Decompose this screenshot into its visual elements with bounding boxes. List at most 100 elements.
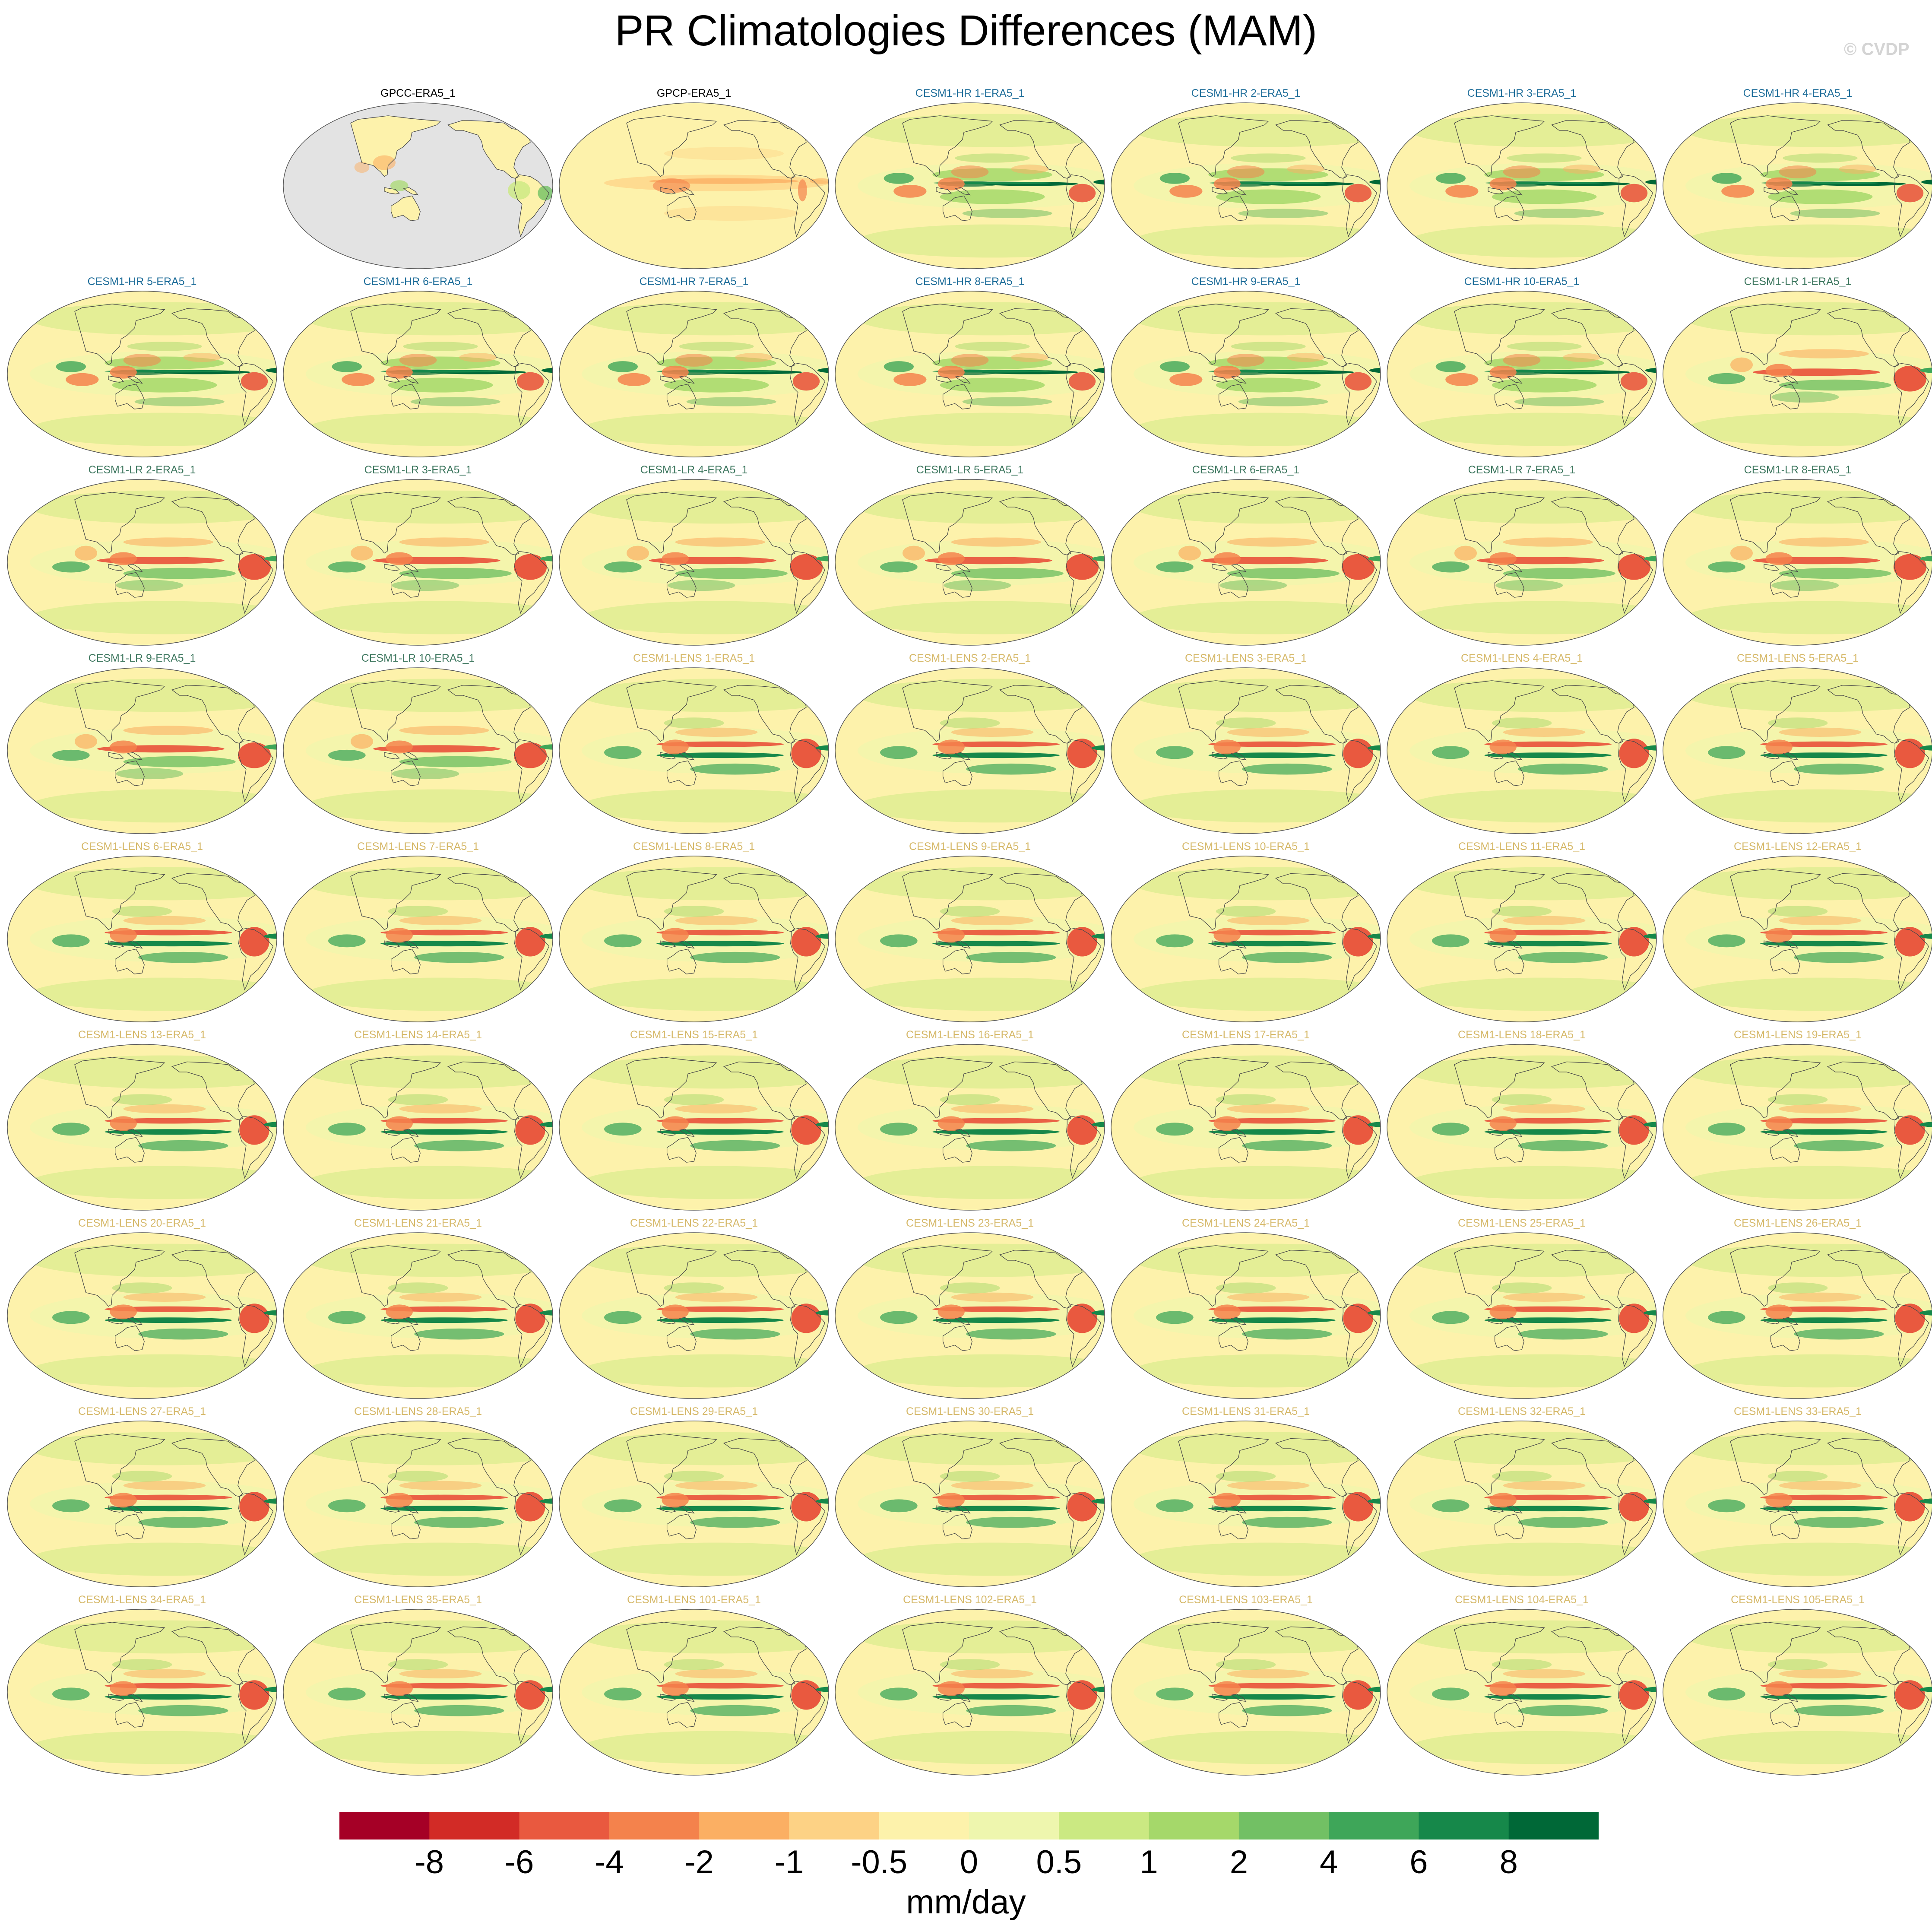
colorbar-segment [1419, 1812, 1509, 1840]
panel-title: CESM1-LR 6-ERA5_1 [1192, 464, 1300, 476]
colorbar-tick-label: -4 [595, 1844, 624, 1881]
panel-title: CESM1-LR 1-ERA5_1 [1744, 276, 1852, 288]
map-panel: CESM1-LENS 34-ERA5_1 [6, 1594, 278, 1776]
panel-title: CESM1-LENS 21-ERA5_1 [354, 1217, 482, 1229]
map-panel: CESM1-LENS 24-ERA5_1 [1110, 1217, 1382, 1399]
map-panel: CESM1-LENS 13-ERA5_1 [6, 1029, 278, 1211]
map-panel: CESM1-LENS 10-ERA5_1 [1110, 840, 1382, 1022]
panel-title: CESM1-LENS 31-ERA5_1 [1182, 1405, 1310, 1418]
colorbar-tick-label: 4 [1320, 1844, 1338, 1881]
panel-title: GPCC-ERA5_1 [380, 87, 456, 99]
colorbar-units-label: mm/day [906, 1883, 1026, 1921]
map-panel: CESM1-HR 5-ERA5_1 [6, 276, 278, 457]
map-projection [1663, 667, 1932, 834]
map-panel: CESM1-LENS 1-ERA5_1 [558, 652, 830, 834]
map-projection [7, 1609, 277, 1776]
map-panel: CESM1-HR 10-ERA5_1 [1386, 276, 1658, 457]
panel-title: CESM1-HR 9-ERA5_1 [1191, 276, 1301, 288]
panel-title: CESM1-LENS 4-ERA5_1 [1460, 652, 1583, 664]
map-panel: CESM1-LENS 26-ERA5_1 [1662, 1217, 1932, 1399]
panel-title: CESM1-LENS 6-ERA5_1 [81, 840, 203, 853]
map-panel: CESM1-LENS 28-ERA5_1 [282, 1405, 554, 1587]
map-projection [835, 102, 1105, 269]
map-panel: CESM1-LENS 4-ERA5_1 [1386, 652, 1658, 834]
map-projection [1111, 291, 1381, 457]
panel-title: CESM1-LENS 10-ERA5_1 [1182, 840, 1310, 853]
map-projection [7, 1421, 277, 1587]
panel-title: CESM1-LENS 14-ERA5_1 [354, 1029, 482, 1041]
colorbar [339, 1812, 1599, 1840]
colorbar-tick-label: 1 [1140, 1844, 1158, 1881]
panel-title: CESM1-LENS 11-ERA5_1 [1458, 840, 1586, 853]
map-panel: CESM1-LENS 103-ERA5_1 [1110, 1594, 1382, 1776]
panel-title: CESM1-HR 7-ERA5_1 [639, 276, 749, 288]
map-projection [1387, 291, 1657, 457]
map-panel: CESM1-LENS 16-ERA5_1 [834, 1029, 1106, 1211]
panel-title: CESM1-LENS 102-ERA5_1 [903, 1594, 1037, 1606]
map-panel: CESM1-LR 9-ERA5_1 [6, 652, 278, 834]
panel-title: CESM1-LR 8-ERA5_1 [1744, 464, 1852, 476]
panel-title: CESM1-HR 3-ERA5_1 [1467, 87, 1577, 99]
map-projection [1111, 102, 1381, 269]
panel-title: CESM1-HR 1-ERA5_1 [915, 87, 1025, 99]
map-projection [1663, 102, 1932, 269]
panel-title: CESM1-LR 3-ERA5_1 [364, 464, 472, 476]
map-projection [559, 291, 829, 457]
map-panel: CESM1-LR 8-ERA5_1 [1662, 464, 1932, 646]
colorbar-segment [1508, 1812, 1599, 1840]
map-projection [559, 667, 829, 834]
map-projection [7, 1044, 277, 1211]
map-panel: CESM1-LENS 17-ERA5_1 [1110, 1029, 1382, 1211]
page-title: PR Climatologies Differences (MAM) [614, 6, 1318, 55]
panel-title: CESM1-LENS 19-ERA5_1 [1734, 1029, 1862, 1041]
colorbar-segment [789, 1812, 880, 1840]
map-panel: CESM1-LENS 25-ERA5_1 [1386, 1217, 1658, 1399]
panel-title: CESM1-LENS 34-ERA5_1 [78, 1594, 206, 1606]
map-panel: CESM1-LENS 2-ERA5_1 [834, 652, 1106, 834]
map-panel: CESM1-LENS 15-ERA5_1 [558, 1029, 830, 1211]
map-panel: CESM1-LENS 14-ERA5_1 [282, 1029, 554, 1211]
panel-title: CESM1-LR 10-ERA5_1 [361, 652, 475, 664]
colorbar-tick-label: -2 [684, 1844, 714, 1881]
map-panel: CESM1-LENS 27-ERA5_1 [6, 1405, 278, 1587]
colorbar-segment [519, 1812, 610, 1840]
map-panel: CESM1-LENS 9-ERA5_1 [834, 840, 1106, 1022]
colorbar-segment [339, 1812, 430, 1840]
map-projection [559, 1044, 829, 1211]
map-panel: CESM1-HR 8-ERA5_1 [834, 276, 1106, 457]
map-panel: CESM1-HR 3-ERA5_1 [1386, 87, 1658, 269]
panel-title: CESM1-LENS 1-ERA5_1 [633, 652, 755, 664]
colorbar-tick-label: -8 [415, 1844, 444, 1881]
map-projection [283, 667, 553, 834]
colorbar-tick-label: 8 [1499, 1844, 1518, 1881]
map-projection [1663, 479, 1932, 646]
colorbar-segment [1329, 1812, 1419, 1840]
map-panel: CESM1-LENS 5-ERA5_1 [1662, 652, 1932, 834]
panel-title: CESM1-HR 5-ERA5_1 [87, 276, 197, 288]
map-panel: CESM1-LR 5-ERA5_1 [834, 464, 1106, 646]
map-panel: CESM1-LENS 11-ERA5_1 [1386, 840, 1658, 1022]
map-projection [1387, 1609, 1657, 1776]
map-projection [835, 479, 1105, 646]
panel-title: CESM1-LENS 103-ERA5_1 [1179, 1594, 1313, 1606]
map-projection [1111, 667, 1381, 834]
map-projection [1387, 856, 1657, 1022]
map-projection [835, 667, 1105, 834]
panel-title: CESM1-LENS 23-ERA5_1 [906, 1217, 1034, 1229]
map-projection [1111, 479, 1381, 646]
panel-title: CESM1-LENS 5-ERA5_1 [1736, 652, 1859, 664]
map-projection [1663, 1609, 1932, 1776]
panel-title: CESM1-LENS 35-ERA5_1 [354, 1594, 482, 1606]
panel-title: CESM1-LENS 18-ERA5_1 [1458, 1029, 1586, 1041]
map-projection [1387, 1232, 1657, 1399]
panel-title: CESM1-HR 8-ERA5_1 [915, 276, 1025, 288]
map-panel: CESM1-HR 6-ERA5_1 [282, 276, 554, 457]
map-panel: CESM1-LENS 29-ERA5_1 [558, 1405, 830, 1587]
panel-title: CESM1-LENS 104-ERA5_1 [1455, 1594, 1589, 1606]
panel-title: CESM1-LENS 101-ERA5_1 [627, 1594, 761, 1606]
panel-title: CESM1-LENS 2-ERA5_1 [909, 652, 1031, 664]
map-projection [283, 1044, 553, 1211]
map-projection [1111, 1232, 1381, 1399]
panel-title: CESM1-LENS 26-ERA5_1 [1734, 1217, 1862, 1229]
map-projection [1663, 1232, 1932, 1399]
